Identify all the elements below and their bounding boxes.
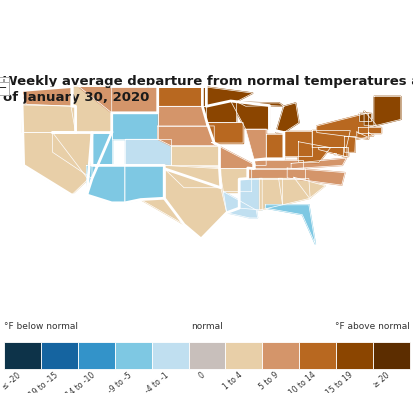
- Polygon shape: [311, 130, 349, 148]
- Text: °F below normal: °F below normal: [4, 322, 78, 331]
- Polygon shape: [368, 132, 373, 136]
- Polygon shape: [157, 126, 214, 146]
- Polygon shape: [283, 130, 311, 156]
- Text: 5 to 9: 5 to 9: [257, 371, 280, 392]
- Polygon shape: [247, 168, 304, 178]
- Polygon shape: [342, 147, 347, 156]
- Polygon shape: [363, 111, 376, 125]
- Polygon shape: [236, 102, 283, 106]
- Text: 15 to 19: 15 to 19: [324, 371, 354, 393]
- Polygon shape: [78, 86, 157, 113]
- Polygon shape: [358, 113, 370, 121]
- Bar: [262, 342, 299, 369]
- Text: +: +: [0, 78, 7, 88]
- Polygon shape: [230, 101, 269, 129]
- Text: -4 to -1: -4 to -1: [143, 371, 170, 393]
- Polygon shape: [92, 132, 112, 165]
- Text: °F above normal: °F above normal: [334, 322, 409, 331]
- Text: ≥ 20: ≥ 20: [370, 371, 390, 389]
- Polygon shape: [171, 146, 219, 165]
- Text: -9 to -5: -9 to -5: [106, 371, 133, 393]
- Polygon shape: [253, 160, 302, 169]
- Polygon shape: [157, 86, 206, 106]
- Text: ≤ -20: ≤ -20: [0, 371, 23, 391]
- Polygon shape: [356, 132, 367, 139]
- Polygon shape: [373, 96, 400, 126]
- Text: 0: 0: [197, 371, 206, 381]
- Polygon shape: [202, 86, 252, 123]
- Text: -19 to -15: -19 to -15: [25, 371, 59, 393]
- Bar: [41, 342, 78, 369]
- Bar: [151, 342, 188, 369]
- Bar: [4, 342, 41, 369]
- Bar: [335, 342, 372, 369]
- Polygon shape: [357, 127, 380, 132]
- Bar: [299, 342, 335, 369]
- Polygon shape: [290, 158, 346, 169]
- Polygon shape: [293, 177, 325, 198]
- Bar: [114, 342, 151, 369]
- Text: −: −: [0, 83, 7, 94]
- Polygon shape: [52, 132, 92, 178]
- Polygon shape: [298, 142, 330, 163]
- Polygon shape: [112, 113, 157, 139]
- Polygon shape: [344, 136, 355, 152]
- Text: Weekly average departure from normal temperatures as
of January 30, 2020: Weekly average departure from normal tem…: [3, 75, 413, 104]
- Polygon shape: [206, 123, 242, 143]
- Polygon shape: [71, 86, 112, 132]
- Polygon shape: [125, 139, 171, 165]
- Polygon shape: [87, 165, 125, 203]
- Text: 1 to 4: 1 to 4: [221, 371, 243, 392]
- Polygon shape: [333, 153, 335, 154]
- Polygon shape: [24, 132, 88, 195]
- Polygon shape: [223, 192, 257, 218]
- Text: normal: normal: [191, 322, 222, 331]
- Bar: [372, 342, 409, 369]
- Polygon shape: [219, 169, 251, 192]
- Polygon shape: [211, 142, 255, 169]
- Polygon shape: [140, 169, 226, 239]
- Polygon shape: [278, 178, 309, 205]
- Bar: [188, 342, 225, 369]
- Polygon shape: [259, 178, 282, 210]
- Polygon shape: [265, 205, 315, 244]
- Polygon shape: [287, 168, 344, 185]
- Text: -14 to -10: -14 to -10: [62, 371, 96, 393]
- Polygon shape: [164, 165, 220, 188]
- Polygon shape: [157, 106, 206, 126]
- Polygon shape: [275, 103, 298, 132]
- Polygon shape: [316, 113, 368, 139]
- Text: 10 to 14: 10 to 14: [287, 371, 317, 393]
- Polygon shape: [266, 134, 283, 159]
- Polygon shape: [239, 178, 261, 210]
- Polygon shape: [245, 129, 266, 165]
- Polygon shape: [125, 165, 164, 203]
- Bar: [78, 342, 114, 369]
- Polygon shape: [22, 105, 76, 132]
- Polygon shape: [21, 86, 72, 106]
- Bar: [225, 342, 262, 369]
- Polygon shape: [318, 148, 346, 157]
